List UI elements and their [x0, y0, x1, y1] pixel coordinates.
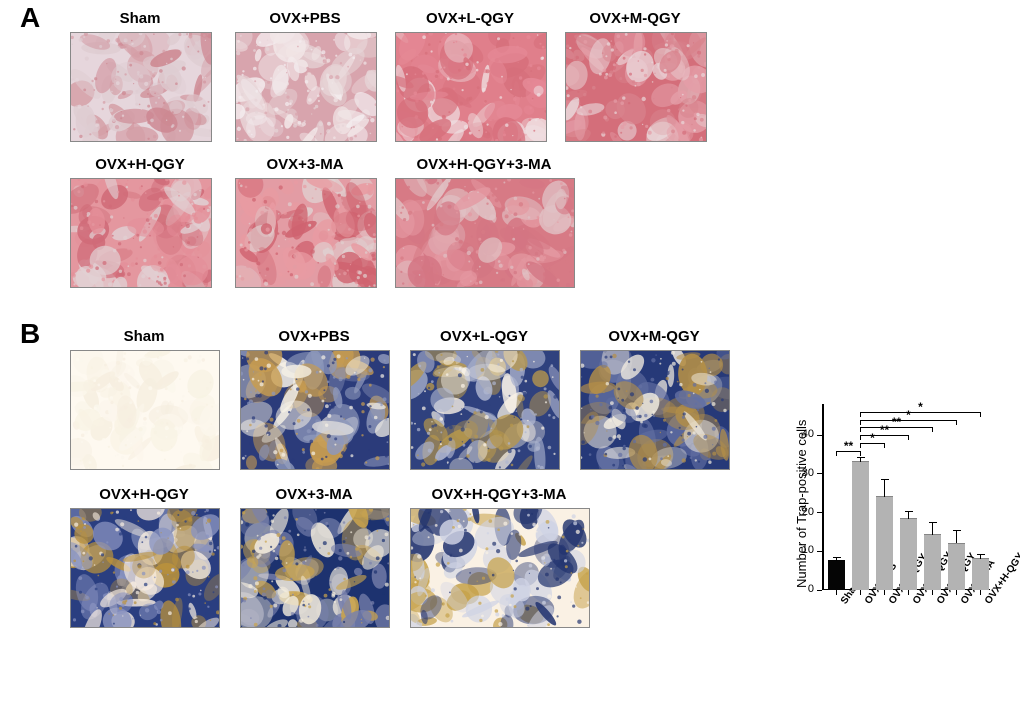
error-bar: [956, 531, 957, 544]
micrograph-label: OVX+M-QGY: [580, 328, 728, 345]
y-tick: [817, 435, 822, 436]
error-cap: [905, 511, 913, 512]
significance-label: **: [839, 439, 859, 453]
y-tick: [817, 590, 822, 591]
error-cap: [881, 479, 889, 480]
micrograph-label: OVX+3-MA: [235, 156, 375, 173]
significance-tick: [956, 420, 957, 425]
micrograph: [235, 32, 377, 142]
bar: [852, 461, 869, 590]
micrograph: [395, 32, 547, 142]
error-cap: [929, 522, 937, 523]
micrograph-label: OVX+H-QGY: [70, 156, 210, 173]
bar: [948, 543, 965, 591]
micrograph: [70, 32, 212, 142]
significance-tick: [860, 451, 861, 456]
x-tick: [860, 590, 861, 595]
bar-chart: 010203040ShamOVX+PBSOVX+L-QGYOVX+M-QGYOV…: [780, 400, 995, 720]
micrograph-label: OVX+PBS: [240, 328, 388, 345]
significance-tick: [860, 427, 861, 432]
significance-tick: [860, 420, 861, 425]
bar: [876, 496, 893, 590]
micrograph: [565, 32, 707, 142]
bar: [900, 518, 917, 590]
micrograph-label: OVX+H-QGY: [70, 486, 218, 503]
x-tick: [836, 590, 837, 595]
bar: [828, 560, 845, 590]
micrograph: [580, 350, 730, 470]
micrograph: [410, 508, 590, 628]
significance-tick: [860, 435, 861, 440]
error-bar: [932, 522, 933, 534]
significance-label: *: [911, 400, 931, 414]
micrograph-label: Sham: [70, 328, 218, 345]
significance-tick: [932, 427, 933, 432]
x-tick: [908, 590, 909, 595]
y-axis: [822, 404, 824, 590]
micrograph-label: OVX+L-QGY: [410, 328, 558, 345]
significance-tick: [980, 412, 981, 417]
error-cap: [977, 554, 985, 555]
error-bar: [908, 511, 909, 519]
y-tick: [817, 473, 822, 474]
micrograph-label: OVX+H-QGY+3-MA: [410, 486, 588, 503]
micrograph: [410, 350, 560, 470]
micrograph-label: Sham: [70, 10, 210, 27]
significance-tick: [908, 435, 909, 440]
x-tick: [980, 590, 981, 595]
x-tick: [884, 590, 885, 595]
y-tick: [817, 512, 822, 513]
micrograph: [240, 350, 390, 470]
micrograph: [395, 178, 575, 288]
bar: [924, 534, 941, 590]
error-cap: [857, 457, 865, 458]
micrograph: [70, 178, 212, 288]
y-tick: [817, 551, 822, 552]
micrograph-label: OVX+L-QGY: [395, 10, 545, 27]
micrograph-label: OVX+M-QGY: [565, 10, 705, 27]
bar: [972, 558, 989, 590]
micrograph: [70, 508, 220, 628]
micrograph-label: OVX+3-MA: [240, 486, 388, 503]
error-cap: [833, 557, 841, 558]
significance-tick: [860, 443, 861, 448]
micrograph: [70, 350, 220, 470]
chart-plot-area: 010203040ShamOVX+PBSOVX+L-QGYOVX+M-QGYOV…: [822, 404, 990, 590]
micrograph-label: OVX+H-QGY+3-MA: [395, 156, 573, 173]
error-bar: [980, 554, 981, 559]
micrograph: [240, 508, 390, 628]
y-axis-title: Number of Trap-positive cells: [794, 420, 809, 588]
x-tick: [932, 590, 933, 595]
significance-tick: [836, 451, 837, 456]
panel-b-label: B: [20, 318, 40, 350]
error-bar: [836, 557, 837, 561]
micrograph-label: OVX+PBS: [235, 10, 375, 27]
x-tick: [956, 590, 957, 595]
panel-a-label: A: [20, 2, 40, 34]
micrograph: [235, 178, 377, 288]
error-bar: [884, 480, 885, 497]
error-bar: [860, 457, 861, 462]
significance-tick: [884, 443, 885, 448]
significance-tick: [860, 412, 861, 417]
error-cap: [953, 530, 961, 531]
